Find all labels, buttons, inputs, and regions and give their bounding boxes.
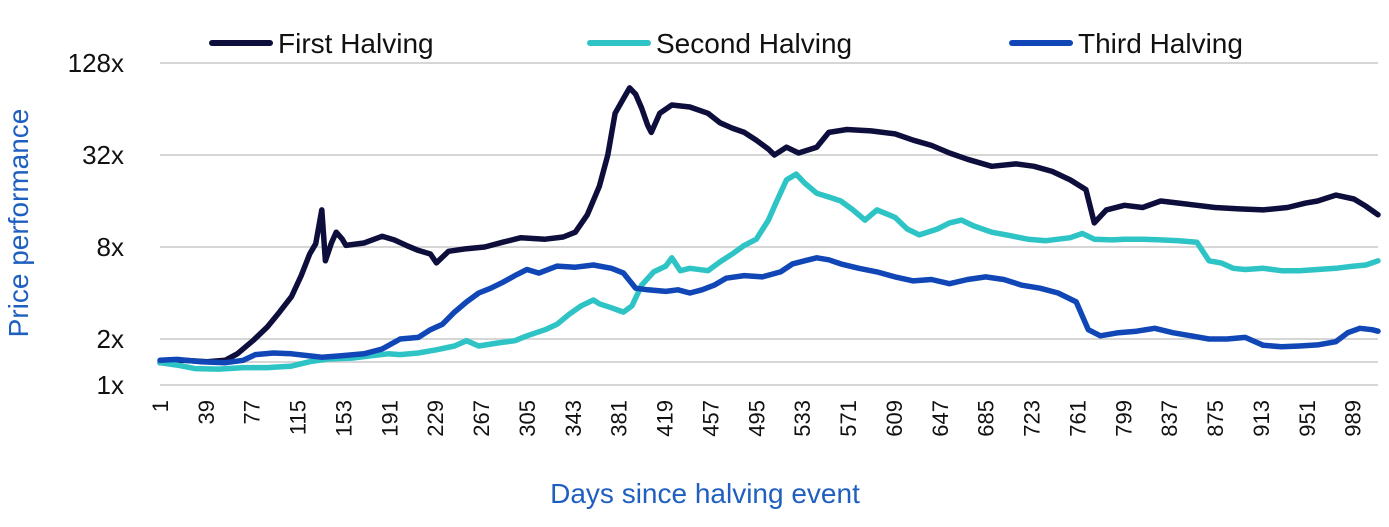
x-tick-label: 685 [974,400,999,437]
x-tick-label: 533 [790,400,815,437]
legend-label-second-halving: Second Halving [656,28,852,59]
series-line-third-halving [157,255,1381,366]
x-tick-label: 913 [1249,400,1274,437]
series-line-first-halving [157,85,1381,366]
series-lines [157,85,1381,372]
x-tick-label: 989 [1341,400,1366,437]
y-tick-label: 32x [82,140,124,170]
legend-label-third-halving: Third Halving [1078,28,1243,59]
x-axis-title: Days since halving event [550,478,860,509]
y-tick-label: 128x [68,48,124,78]
x-tick-label: 951 [1295,400,1320,437]
x-tick-label: 647 [928,400,953,437]
y-axis-title: Price performance [3,109,34,338]
x-tick-label: 191 [377,400,402,437]
x-tick-label: 875 [1203,400,1228,437]
x-tick-label: 153 [331,400,356,437]
x-tick-label: 723 [1020,400,1045,437]
x-tick-label: 115 [286,400,311,435]
legend-label-first-halving: First Halving [278,28,434,59]
series-line-second-halving [157,171,1381,372]
x-tick-label: 799 [1111,400,1136,437]
gridlines [160,62,1378,386]
y-axis-ticks: 1x 2x 8x 32x 128x [68,48,124,400]
x-tick-label: 39 [194,400,219,424]
x-tick-label: 571 [836,400,861,437]
x-tick-label: 1 [148,400,173,412]
x-axis-ticks: 1 39 77 115 153 191 229 267 305 343 381 419 457 495 53… [148,400,1366,437]
x-tick-label: 305 [515,400,540,437]
legend: First Halving Second Halving Third Halving [209,28,1243,59]
x-tick-label: 267 [469,400,494,437]
x-tick-label: 229 [423,400,448,437]
x-tick-label: 457 [698,400,723,437]
x-tick-label: 381 [607,400,632,437]
x-tick-label: 761 [1065,400,1090,437]
x-tick-label: 419 [653,400,678,437]
x-tick-label: 837 [1157,400,1182,437]
x-tick-label: 495 [744,400,769,437]
x-tick-label: 77 [240,400,265,424]
y-tick-label: 2x [97,324,124,354]
x-tick-label: 609 [882,400,907,437]
y-tick-label: 8x [97,232,124,262]
x-tick-label: 343 [561,400,586,437]
y-tick-label: 1x [97,370,124,400]
